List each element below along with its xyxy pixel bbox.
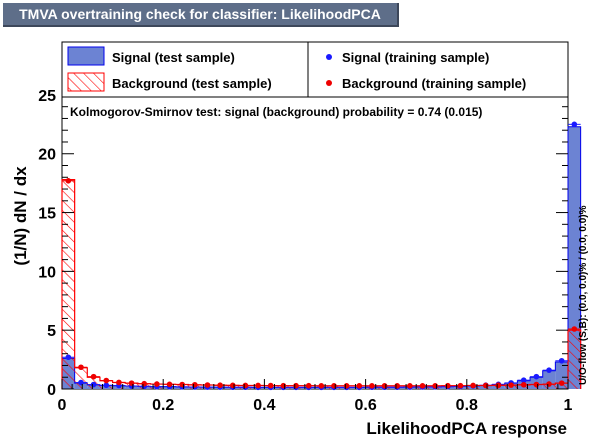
legend-label-background-training: Background (training sample) xyxy=(342,76,526,91)
background-training-point xyxy=(394,383,401,389)
ks-test-annotation: Kolmogorov-Smirnov test: signal (backgro… xyxy=(70,105,482,119)
signal-training-point xyxy=(520,377,527,383)
background-training-point xyxy=(457,382,464,389)
background-training-point xyxy=(192,381,198,388)
signal-test-outline xyxy=(61,126,582,389)
signal-test-bar xyxy=(568,126,581,389)
overflow-label: U/O-flow (S,B): (0.0, 0.0)% / (0.0, 0.0)… xyxy=(578,205,589,385)
signal-training-point xyxy=(533,373,540,380)
background-training-point xyxy=(280,382,287,389)
legend-swatch-background-test xyxy=(67,72,105,92)
x-tick-label: 0 xyxy=(58,397,67,414)
signal-training-point xyxy=(546,367,552,373)
y-tick-label: 25 xyxy=(38,88,56,105)
background-training-point xyxy=(558,380,565,386)
background-training-point xyxy=(293,382,299,389)
x-tick-label: 0.4 xyxy=(253,397,275,414)
legend-marker-signal-training xyxy=(326,54,332,60)
x-tick-label: 0.8 xyxy=(456,397,478,414)
background-test-bar xyxy=(568,330,581,389)
background-training-point xyxy=(432,383,438,389)
x-tick-label: 1 xyxy=(564,397,573,414)
signal-training-point xyxy=(90,381,97,388)
background-training-point xyxy=(78,364,84,371)
legend-label-background-test: Background (test sample) xyxy=(112,76,272,91)
background-training-point xyxy=(128,380,135,386)
background-training-point xyxy=(318,383,325,389)
background-training-point xyxy=(331,383,337,389)
background-training-point xyxy=(419,383,426,389)
background-training-point xyxy=(242,382,249,389)
legend-swatch-signal-test xyxy=(67,46,105,66)
y-axis-label: (1/N) dN / dx xyxy=(11,166,30,266)
signal-training-point xyxy=(78,379,84,386)
background-training-point xyxy=(381,383,388,389)
background-training-point xyxy=(356,383,363,389)
background-training-point xyxy=(407,383,413,389)
background-training-point xyxy=(141,380,148,387)
signal-training-point xyxy=(558,357,565,364)
legend-label-signal-test: Signal (test sample) xyxy=(112,50,235,65)
background-training-point xyxy=(343,383,350,389)
y-tick-label: 0 xyxy=(47,382,56,399)
background-test-bar xyxy=(74,367,88,389)
background-training-point xyxy=(305,382,312,389)
background-training-point xyxy=(482,382,489,389)
x-tick-label: 0.2 xyxy=(152,397,174,414)
y-tick-label: 15 xyxy=(38,206,56,223)
background-training-point xyxy=(546,381,552,387)
background-test-bar xyxy=(62,179,75,389)
chart-title: TMVA overtraining check for classifier: … xyxy=(3,3,399,27)
background-test-outline xyxy=(61,179,582,389)
background-training-point xyxy=(166,381,173,388)
background-training-point xyxy=(179,381,185,388)
background-training-point xyxy=(495,382,502,389)
x-axis-label: LikelihoodPCA response xyxy=(366,419,567,438)
background-training-point xyxy=(255,382,261,389)
background-training-point xyxy=(204,382,211,388)
y-tick-label: 5 xyxy=(47,323,56,340)
legend-label-signal-training: Signal (training sample) xyxy=(342,50,489,65)
background-training-point xyxy=(90,373,97,380)
background-training-point xyxy=(445,382,451,389)
signal-training-point xyxy=(103,382,110,389)
x-tick-label: 0.6 xyxy=(354,397,376,414)
background-training-point xyxy=(154,381,160,387)
y-tick-label: 20 xyxy=(38,147,56,164)
background-training-point xyxy=(116,379,122,386)
legend-marker-background-training xyxy=(326,80,332,86)
y-tick-label: 10 xyxy=(38,264,56,281)
legend: Signal (test sample) Background (test sa… xyxy=(61,41,569,98)
background-training-point xyxy=(65,178,72,184)
background-training-point xyxy=(103,377,110,384)
background-training-point xyxy=(217,382,223,389)
background-training-point xyxy=(520,381,527,388)
background-test-bar xyxy=(555,383,568,389)
background-training-point xyxy=(229,382,236,389)
background-training-point xyxy=(571,326,578,332)
background-training-point xyxy=(508,382,514,388)
background-training-point xyxy=(470,382,476,389)
signal-test-bar xyxy=(555,361,568,389)
background-training-point xyxy=(369,383,375,389)
background-training-point xyxy=(267,382,274,389)
signal-training-point xyxy=(65,354,72,361)
background-training-point xyxy=(533,381,540,388)
signal-training-point xyxy=(571,121,578,128)
